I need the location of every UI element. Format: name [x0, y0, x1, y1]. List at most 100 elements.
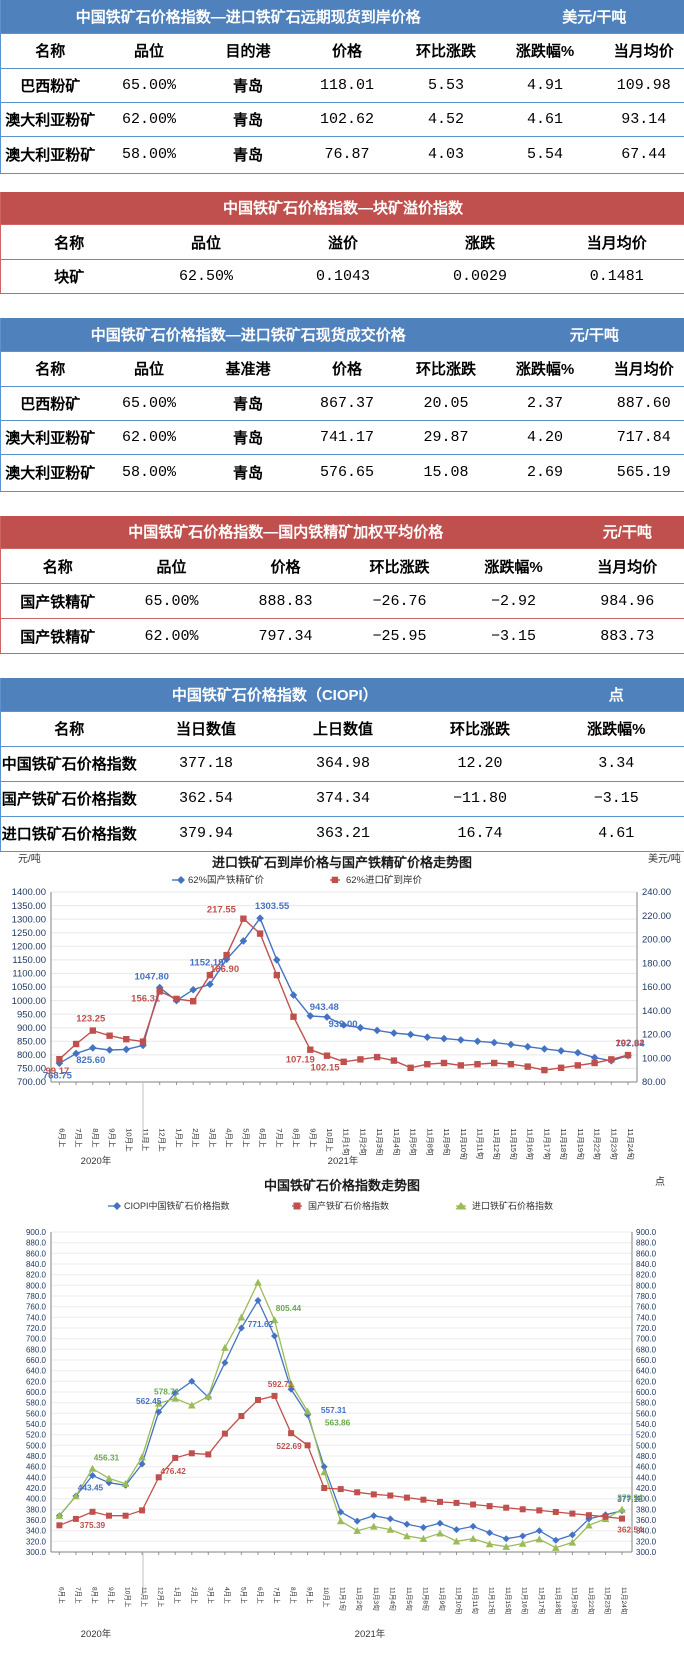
svg-text:375.39: 375.39 — [80, 1519, 106, 1529]
svg-text:476.42: 476.42 — [161, 1465, 187, 1475]
svg-text:640.0: 640.0 — [636, 1366, 657, 1375]
svg-text:9月上: 9月上 — [308, 1128, 317, 1148]
svg-text:11月10旬: 11月10旬 — [459, 1128, 469, 1160]
svg-text:11月8旬: 11月8旬 — [421, 1587, 430, 1611]
svg-text:11月上: 11月上 — [140, 1587, 149, 1607]
svg-text:360.0: 360.0 — [26, 1516, 47, 1525]
svg-text:540.0: 540.0 — [26, 1420, 47, 1429]
svg-text:102.15: 102.15 — [310, 1062, 340, 1073]
svg-text:2020年: 2020年 — [81, 1155, 112, 1167]
svg-text:140.00: 140.00 — [642, 1006, 671, 1017]
svg-text:540.0: 540.0 — [636, 1420, 657, 1429]
svg-text:点: 点 — [655, 1176, 665, 1188]
svg-text:600.0: 600.0 — [636, 1388, 657, 1397]
svg-text:中国铁矿石价格指数走势图: 中国铁矿石价格指数走势图 — [264, 1178, 420, 1193]
svg-text:1100.00: 1100.00 — [12, 968, 46, 979]
svg-text:2021年: 2021年 — [328, 1155, 359, 1167]
svg-text:10月上: 10月上 — [124, 1128, 133, 1152]
svg-text:480.0: 480.0 — [636, 1452, 657, 1461]
svg-text:62%进口矿到岸价: 62%进口矿到岸价 — [346, 874, 423, 886]
svg-text:200.00: 200.00 — [642, 934, 671, 945]
svg-text:320.0: 320.0 — [636, 1537, 657, 1546]
svg-text:500.0: 500.0 — [26, 1441, 47, 1450]
svg-text:220.00: 220.00 — [642, 911, 671, 922]
svg-text:460.0: 460.0 — [26, 1462, 47, 1471]
svg-text:660.0: 660.0 — [636, 1356, 657, 1365]
svg-text:进口铁矿石到岸价格与国产铁精矿价格走势图: 进口铁矿石到岸价格与国产铁精矿价格走势图 — [212, 855, 472, 870]
svg-text:820.0: 820.0 — [636, 1270, 657, 1279]
svg-text:800.0: 800.0 — [26, 1281, 47, 1290]
svg-text:580.0: 580.0 — [26, 1398, 47, 1407]
svg-text:11月4旬: 11月4旬 — [392, 1128, 402, 1156]
svg-text:563.86: 563.86 — [325, 1417, 351, 1427]
svg-text:2021年: 2021年 — [355, 1628, 386, 1640]
svg-text:11月3旬: 11月3旬 — [372, 1587, 381, 1611]
svg-text:11月18旬: 11月18旬 — [559, 1128, 569, 1160]
svg-text:700.00: 700.00 — [17, 1077, 46, 1088]
svg-text:8月上: 8月上 — [289, 1587, 298, 1604]
svg-text:156.31: 156.31 — [131, 993, 161, 1004]
svg-text:62%国产铁精矿价: 62%国产铁精矿价 — [188, 874, 265, 886]
svg-text:5月上: 5月上 — [239, 1587, 248, 1604]
svg-text:900.00: 900.00 — [17, 1022, 46, 1033]
svg-text:240.00: 240.00 — [642, 887, 671, 898]
svg-text:11月18旬: 11月18旬 — [554, 1587, 563, 1615]
svg-text:560.0: 560.0 — [26, 1409, 47, 1418]
svg-text:680.0: 680.0 — [636, 1345, 657, 1354]
svg-text:11月22旬: 11月22旬 — [587, 1587, 596, 1615]
svg-text:11月23旬: 11月23旬 — [609, 1128, 619, 1160]
svg-text:10月上: 10月上 — [124, 1587, 133, 1608]
svg-text:850.00: 850.00 — [17, 1036, 46, 1047]
svg-text:2月上: 2月上 — [190, 1587, 199, 1604]
svg-text:1300.00: 1300.00 — [12, 914, 46, 925]
svg-text:4月上: 4月上 — [225, 1128, 234, 1148]
svg-text:11月1旬: 11月1旬 — [339, 1587, 348, 1611]
svg-text:420.0: 420.0 — [26, 1484, 47, 1493]
svg-text:825.60: 825.60 — [76, 1054, 105, 1065]
svg-text:578.71: 578.71 — [154, 1386, 180, 1396]
svg-text:2020年: 2020年 — [81, 1628, 112, 1640]
svg-text:11月5旬: 11月5旬 — [409, 1128, 419, 1156]
svg-text:美元/吨: 美元/吨 — [648, 852, 681, 865]
svg-text:740.0: 740.0 — [26, 1313, 47, 1322]
svg-text:10月上: 10月上 — [325, 1128, 334, 1152]
svg-text:9月上: 9月上 — [306, 1587, 315, 1604]
svg-text:6月上: 6月上 — [57, 1587, 66, 1604]
svg-text:7月上: 7月上 — [273, 1587, 282, 1604]
svg-text:380.0: 380.0 — [26, 1505, 47, 1514]
svg-text:780.0: 780.0 — [636, 1292, 657, 1301]
svg-text:11月16旬: 11月16旬 — [526, 1128, 536, 1160]
svg-text:CIOPI中国铁矿石价格指数: CIOPI中国铁矿石价格指数 — [124, 1200, 230, 1211]
svg-text:560.0: 560.0 — [636, 1409, 657, 1418]
svg-text:522.69: 522.69 — [276, 1441, 302, 1451]
svg-text:1350.00: 1350.00 — [12, 900, 46, 911]
svg-text:1047.80: 1047.80 — [135, 971, 169, 982]
svg-text:7月上: 7月上 — [74, 1128, 83, 1148]
svg-text:400.0: 400.0 — [26, 1494, 47, 1503]
svg-text:943.48: 943.48 — [310, 1001, 339, 1012]
svg-text:362.54: 362.54 — [617, 1524, 643, 1534]
svg-text:760.0: 760.0 — [26, 1302, 47, 1311]
svg-text:8月上: 8月上 — [91, 1587, 100, 1604]
svg-text:500.0: 500.0 — [636, 1441, 657, 1450]
svg-text:102.62: 102.62 — [615, 1038, 644, 1049]
svg-text:3月上: 3月上 — [208, 1128, 217, 1148]
svg-text:562.45: 562.45 — [136, 1396, 162, 1406]
svg-text:300.0: 300.0 — [26, 1548, 47, 1557]
svg-text:11月17旬: 11月17旬 — [542, 1128, 552, 1160]
svg-text:11月2旬: 11月2旬 — [358, 1128, 368, 1156]
svg-text:520.0: 520.0 — [636, 1430, 657, 1439]
svg-text:80.00: 80.00 — [642, 1077, 666, 1088]
svg-text:520.0: 520.0 — [26, 1430, 47, 1439]
svg-text:99.17: 99.17 — [46, 1066, 70, 1077]
svg-text:11月12旬: 11月12旬 — [492, 1128, 502, 1160]
svg-text:760.0: 760.0 — [636, 1302, 657, 1311]
svg-text:680.0: 680.0 — [26, 1345, 47, 1354]
svg-text:620.0: 620.0 — [636, 1377, 657, 1386]
svg-text:11月1旬: 11月1旬 — [342, 1128, 352, 1156]
svg-text:元/吨: 元/吨 — [18, 852, 41, 865]
svg-text:443.45: 443.45 — [78, 1482, 104, 1492]
svg-text:1月上: 1月上 — [173, 1587, 182, 1604]
svg-text:11月12旬: 11月12旬 — [488, 1587, 497, 1615]
svg-text:11月4旬: 11月4旬 — [388, 1587, 397, 1611]
